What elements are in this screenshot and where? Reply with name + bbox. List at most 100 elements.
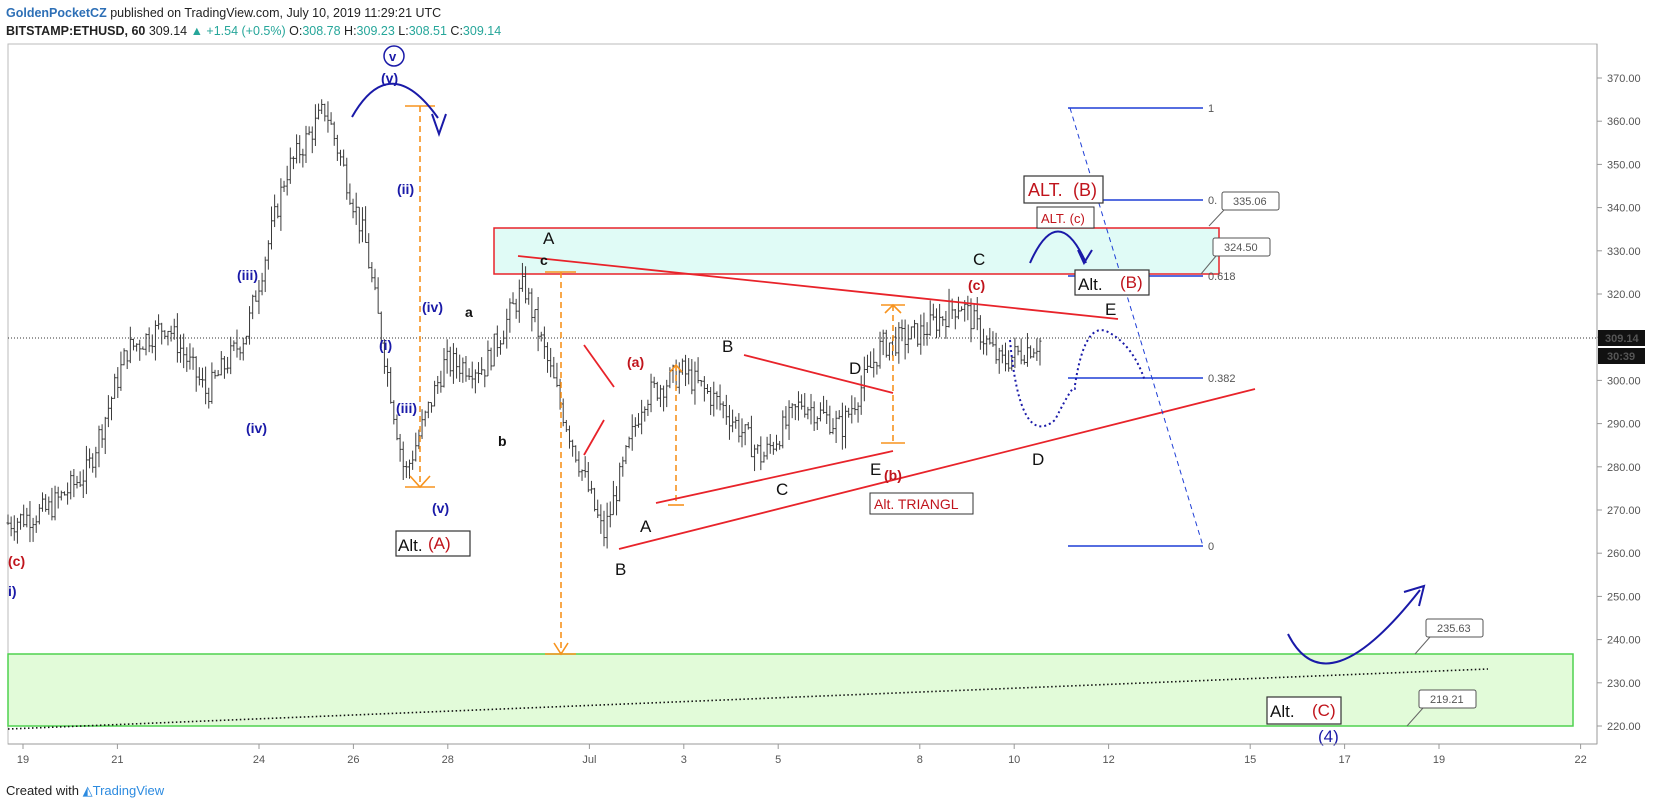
alt-B-wave: (B) (1120, 273, 1143, 292)
label-A-top: A (543, 229, 555, 248)
close-label: C: (450, 24, 463, 38)
price-tick-label: 290.00 (1607, 419, 1641, 431)
price-axis[interactable]: 370.00360.00350.00340.00330.00320.00310.… (1597, 73, 1641, 733)
label-v-bottom: (v) (432, 500, 449, 516)
label-D-low: D (1032, 450, 1044, 469)
alt-c-box (1036, 206, 1095, 229)
symbol-line: BITSTAMP:ETHUSD, 60 309.14 ▲ +1.54 (+0.5… (6, 22, 501, 40)
label-b: (b) (884, 467, 902, 483)
price-tick-label: 260.00 (1607, 548, 1641, 560)
label-A: A (640, 517, 652, 536)
label-E-low: E (870, 460, 881, 479)
countdown-tag-text: 30:39 (1607, 351, 1635, 363)
price-tick-label: 300.00 (1607, 375, 1641, 387)
tradingview-logo[interactable]: ◭TradingView (82, 783, 165, 798)
fib-label-0-partial: 0. (1208, 195, 1217, 207)
close-value: 309.14 (462, 24, 502, 38)
alt-triangle-text: Alt. TRIANGL (874, 496, 959, 512)
label-a: (a) (627, 354, 644, 370)
tradingview-brand[interactable]: TradingView (92, 783, 165, 798)
price-tick-label: 240.00 (1607, 635, 1641, 647)
time-tick-label: 12 (1102, 754, 1114, 766)
time-tick-label: 28 (442, 754, 454, 766)
fib-label-1: 1 (1208, 103, 1214, 115)
alt-C-wave: (C) (1312, 701, 1336, 720)
last-price: 309.14 (148, 24, 188, 38)
alt-B-title-prefix: ALT. (1028, 180, 1063, 200)
alt-B-title-box (1023, 175, 1104, 204)
price-tick-label: 320.00 (1607, 289, 1641, 301)
time-tick-label: 24 (253, 754, 265, 766)
alt-A-prefix: Alt. (398, 536, 423, 555)
label-C-top: C (973, 250, 985, 269)
alt-B-prefix: Alt. (1078, 275, 1103, 294)
created-with: Created with (6, 783, 79, 798)
label-D: D (849, 359, 861, 378)
red-trendlines (517, 255, 1256, 550)
alt-B-box (1074, 269, 1150, 296)
label-v-top: (v) (381, 70, 398, 86)
label-v-circle: v (389, 49, 397, 64)
price-tick-label: 330.00 (1607, 246, 1641, 258)
label-c-left: (c) (8, 553, 25, 569)
chart-header: GoldenPocketCZ published on TradingView.… (6, 4, 501, 40)
alt-A-box (395, 530, 471, 557)
price-tick-label: 340.00 (1607, 203, 1641, 215)
open-value: 308.78 (302, 24, 341, 38)
candles (6, 99, 1042, 549)
high-value: 309.23 (356, 24, 395, 38)
label-iv-left: (iv) (246, 420, 267, 436)
time-tick-label: 19 (17, 754, 29, 766)
label-B: B (722, 337, 733, 356)
price-tick-label: 270.00 (1607, 505, 1641, 517)
label-four: (4) (1318, 727, 1339, 746)
label-ii: (ii) (397, 181, 414, 197)
time-tick-label: 21 (111, 754, 123, 766)
price-change: ▲ +1.54 (+0.5%) (190, 24, 286, 38)
low-value: 308.51 (408, 24, 447, 38)
support-dotted-line (7, 668, 1489, 730)
time-tick-label: 17 (1338, 754, 1350, 766)
callout-324: 324.50 (1224, 242, 1258, 254)
fib-label-0: 0 (1208, 541, 1214, 553)
label-c-top: (c) (968, 277, 985, 293)
time-tick-label: 26 (347, 754, 359, 766)
label-iii-left: (iii) (237, 267, 258, 283)
label-B-low: B (615, 560, 626, 579)
price-tick-label: 230.00 (1607, 678, 1641, 690)
price-tick-label: 250.00 (1607, 591, 1641, 603)
fib-label-0618: 0.618 (1208, 271, 1236, 283)
time-tick-label: 10 (1008, 754, 1020, 766)
label-iv-right: (iv) (422, 299, 443, 315)
symbol-name: BITSTAMP:ETHUSD, 60 (6, 24, 146, 38)
callout-335: 335.06 (1233, 196, 1267, 208)
price-tick-label: 280.00 (1607, 462, 1641, 474)
time-tick-label: Jul (582, 754, 596, 766)
alt-A-wave: (A) (428, 534, 451, 553)
blue-arrows (351, 82, 1426, 665)
label-i-left: i) (8, 583, 17, 599)
time-tick-label: 15 (1244, 754, 1256, 766)
label-b-small: b (498, 433, 507, 449)
open-label: O: (289, 24, 303, 38)
price-tick-label: 220.00 (1607, 721, 1641, 733)
wave-v-circle (383, 45, 405, 67)
label-i: (i) (379, 337, 392, 353)
alt-c-text: ALT. (c) (1041, 211, 1085, 226)
fib-label-0382: 0.382 (1208, 373, 1236, 385)
price-tick-label: 370.00 (1607, 73, 1641, 85)
alt-B-title-wave: (B) (1073, 180, 1097, 200)
price-tick-label: 350.00 (1607, 159, 1641, 171)
author-name[interactable]: GoldenPocketCZ (6, 6, 107, 20)
price-callouts (1200, 191, 1484, 727)
publish-line: GoldenPocketCZ published on TradingView.… (6, 4, 501, 22)
chart-footer: Created with ◭TradingView (6, 783, 164, 799)
callout-219: 219.21 (1430, 694, 1464, 706)
label-C: C (776, 480, 788, 499)
label-c-small: c (540, 252, 548, 268)
time-axis[interactable]: 19 21 24 26 28 Jul 3 5 8 10 12 15 17 19 22 (17, 744, 1587, 766)
label-a-small: a (465, 304, 473, 320)
plot-frame (7, 43, 1598, 745)
alt-C-prefix: Alt. (1270, 702, 1295, 721)
